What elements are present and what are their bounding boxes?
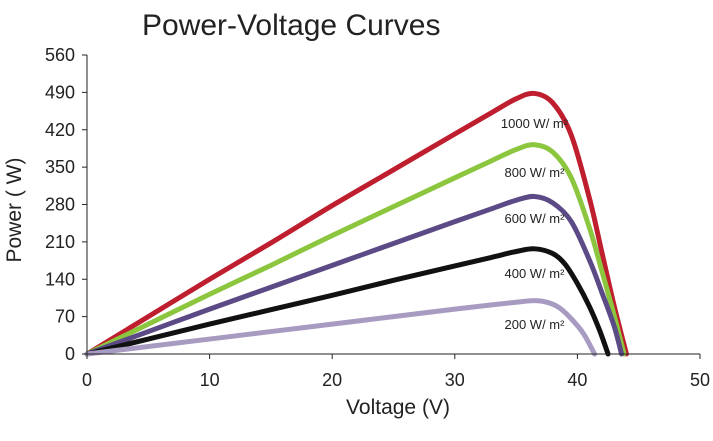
series-line [84,298,598,357]
x-tick-label: 10 [200,370,220,390]
y-tick-label: 280 [45,195,75,215]
x-tick-label: 30 [445,370,465,390]
axis-ticks: 0 10 20 30 40 50 0 70 140 210 280 350 420 490 560 [45,45,710,390]
y-tick-label: 350 [45,157,75,177]
series-label: 400 W/ m² [505,266,566,281]
series-label: 600 W/ m² [505,211,566,226]
y-tick-label: 140 [45,269,75,289]
series-line [84,142,627,357]
plot-area: 1000 W/ m² 800 W/ m² 600 W/ m² 400 W/ m² 200… [84,90,629,357]
series-line [84,246,611,357]
series-line [84,90,629,357]
y-tick-label: 70 [55,307,75,327]
series-label: 200 W/ m² [505,317,566,332]
series-label: 800 W/ m² [505,165,566,180]
y-tick-label: 210 [45,232,75,252]
y-tick-label: 490 [45,82,75,102]
series-label: 1000 W/ m² [501,116,569,131]
x-tick-label: 50 [690,370,710,390]
x-tick-label: 40 [567,370,587,390]
y-tick-label: 0 [65,344,75,364]
x-tick-label: 0 [82,370,92,390]
series-line [84,193,625,357]
y-tick-label: 420 [45,120,75,140]
y-tick-label: 560 [45,45,75,65]
y-axis-label: Power ( W) [3,158,26,263]
chart-title: Power-Voltage Curves [142,9,440,42]
x-axis-label: Voltage (V) [346,396,450,419]
x-tick-label: 20 [322,370,342,390]
